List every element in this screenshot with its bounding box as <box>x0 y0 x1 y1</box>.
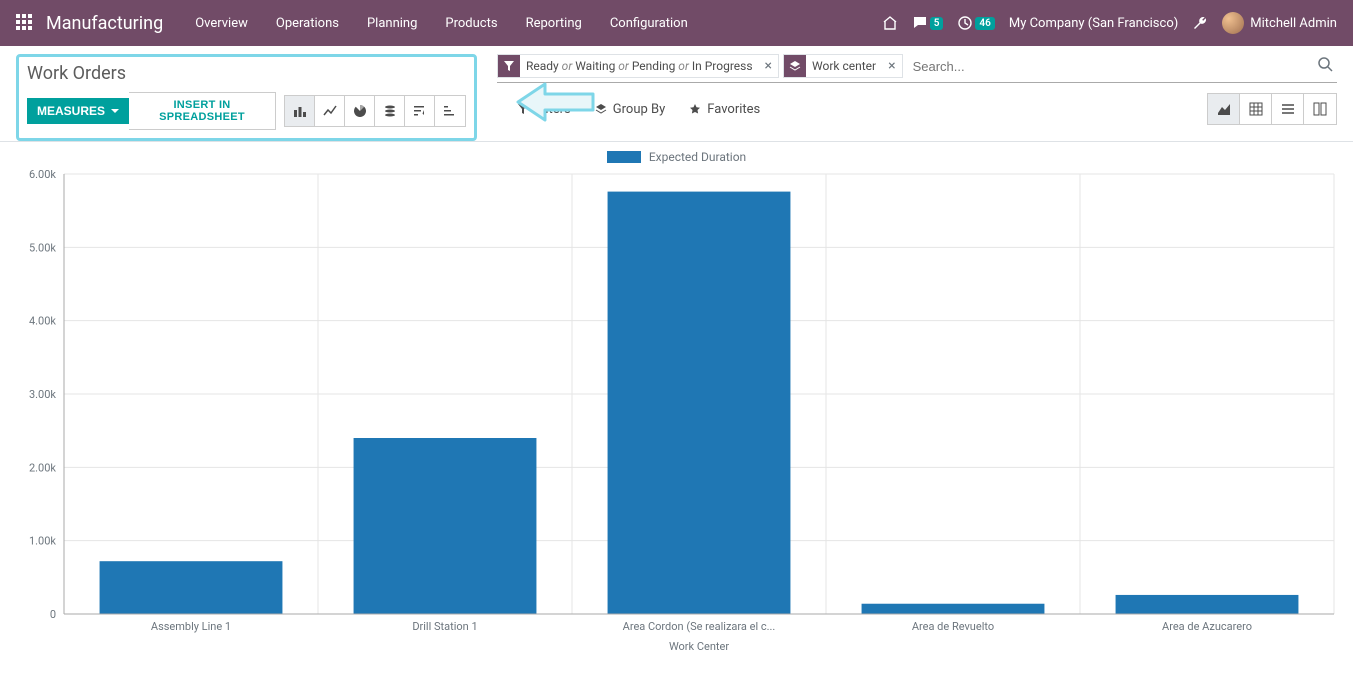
pie-chart-icon[interactable] <box>345 96 375 126</box>
legend-swatch <box>607 151 641 163</box>
stacked-icon[interactable] <box>375 96 405 126</box>
chart-legend: Expected Duration <box>16 150 1337 164</box>
filter-facet-status-text: Ready or Waiting or Pending or In Progre… <box>520 56 759 76</box>
apps-menu-icon[interactable] <box>16 14 34 32</box>
highlight-annotation-box: Work Orders MEASURES INSERT IN SPREADSHE… <box>16 54 477 141</box>
search-input[interactable] <box>907 55 1313 78</box>
bar-chart-icon[interactable] <box>285 96 315 126</box>
search-bar: Ready or Waiting or Pending or In Progre… <box>497 54 1337 83</box>
bar-chart: 01.00k2.00k3.00k4.00k5.00k6.00kAssembly … <box>16 168 1337 658</box>
legend-label: Expected Duration <box>649 150 746 164</box>
funnel-icon <box>498 55 520 77</box>
view-switcher <box>1207 93 1337 125</box>
groupby-facet-remove[interactable]: × <box>882 58 901 74</box>
svg-text:5.00k: 5.00k <box>29 241 56 254</box>
groupby-dropdown[interactable]: Group By <box>595 102 666 117</box>
favorites-dropdown[interactable]: Favorites <box>689 102 760 117</box>
graph-view-button[interactable] <box>1208 94 1240 124</box>
svg-text:2.00k: 2.00k <box>29 461 56 474</box>
page-title: Work Orders <box>27 63 466 84</box>
nav-reporting[interactable]: Reporting <box>514 10 594 37</box>
list-view-button[interactable] <box>1272 94 1304 124</box>
groupby-label: Group By <box>613 102 666 117</box>
avatar <box>1222 12 1244 34</box>
caret-down-icon <box>111 109 119 113</box>
filter-facet-status: Ready or Waiting or Pending or In Progre… <box>497 54 779 78</box>
graph-toolbar: MEASURES INSERT IN SPREADSHEET <box>27 92 466 130</box>
pivot-view-button[interactable] <box>1240 94 1272 124</box>
arrow-annotation <box>515 81 595 127</box>
user-menu[interactable]: Mitchell Admin <box>1222 12 1337 34</box>
svg-text:1.00k: 1.00k <box>29 535 56 548</box>
user-name: Mitchell Admin <box>1250 16 1337 31</box>
svg-text:Work Center: Work Center <box>669 640 729 653</box>
svg-text:6.00k: 6.00k <box>29 168 56 181</box>
nav-configuration[interactable]: Configuration <box>598 10 700 37</box>
chat-icon[interactable]: 5 <box>912 15 944 31</box>
svg-text:4.00k: 4.00k <box>29 315 56 328</box>
groupby-facet-workcenter: Work center × <box>783 54 903 78</box>
svg-text:0: 0 <box>50 608 56 621</box>
nav-overview[interactable]: Overview <box>183 10 260 37</box>
debug-wrench-icon[interactable] <box>1192 15 1208 31</box>
company-selector[interactable]: My Company (San Francisco) <box>1009 16 1178 31</box>
activity-clock-icon[interactable]: 46 <box>957 15 994 31</box>
layers-icon <box>784 55 806 77</box>
measures-label: MEASURES <box>37 104 105 118</box>
activity-badge: 46 <box>975 17 994 30</box>
groupby-facet-text: Work center <box>806 56 882 76</box>
measures-button[interactable]: MEASURES <box>27 98 129 124</box>
nav-planning[interactable]: Planning <box>355 10 429 37</box>
insert-spreadsheet-button[interactable]: INSERT IN SPREADSHEET <box>129 92 276 130</box>
nav-products[interactable]: Products <box>433 10 509 37</box>
search-icon[interactable] <box>1313 56 1337 76</box>
top-navbar: Manufacturing Overview Operations Planni… <box>0 0 1353 46</box>
main-menu: Overview Operations Planning Products Re… <box>183 10 700 37</box>
kanban-view-button[interactable] <box>1304 94 1336 124</box>
chart-area: Expected Duration 0 1.00k 2.00k 3.00k 4.00k 5… <box>0 142 1353 674</box>
sort-desc-icon[interactable] <box>405 96 435 126</box>
app-brand[interactable]: Manufacturing <box>46 13 163 34</box>
search-toolbar: Filters Group By Favorites <box>497 93 1337 133</box>
line-chart-icon[interactable] <box>315 96 345 126</box>
svg-text:3.00k: 3.00k <box>29 388 56 401</box>
filter-facet-status-remove[interactable]: × <box>759 58 778 74</box>
control-panel-left: Work Orders MEASURES INSERT IN SPREADSHE… <box>16 54 477 141</box>
control-panel-right: Ready or Waiting or Pending or In Progre… <box>497 54 1337 133</box>
chat-badge: 5 <box>930 17 944 30</box>
favorites-label: Favorites <box>707 102 760 117</box>
nav-operations[interactable]: Operations <box>264 10 351 37</box>
home-icon[interactable] <box>882 15 898 31</box>
control-panel: Work Orders MEASURES INSERT IN SPREADSHE… <box>0 46 1353 142</box>
sort-asc-icon[interactable] <box>435 96 465 126</box>
chart-type-switcher <box>284 95 466 127</box>
navbar-right: 5 46 My Company (San Francisco) Mitchell… <box>882 12 1337 34</box>
